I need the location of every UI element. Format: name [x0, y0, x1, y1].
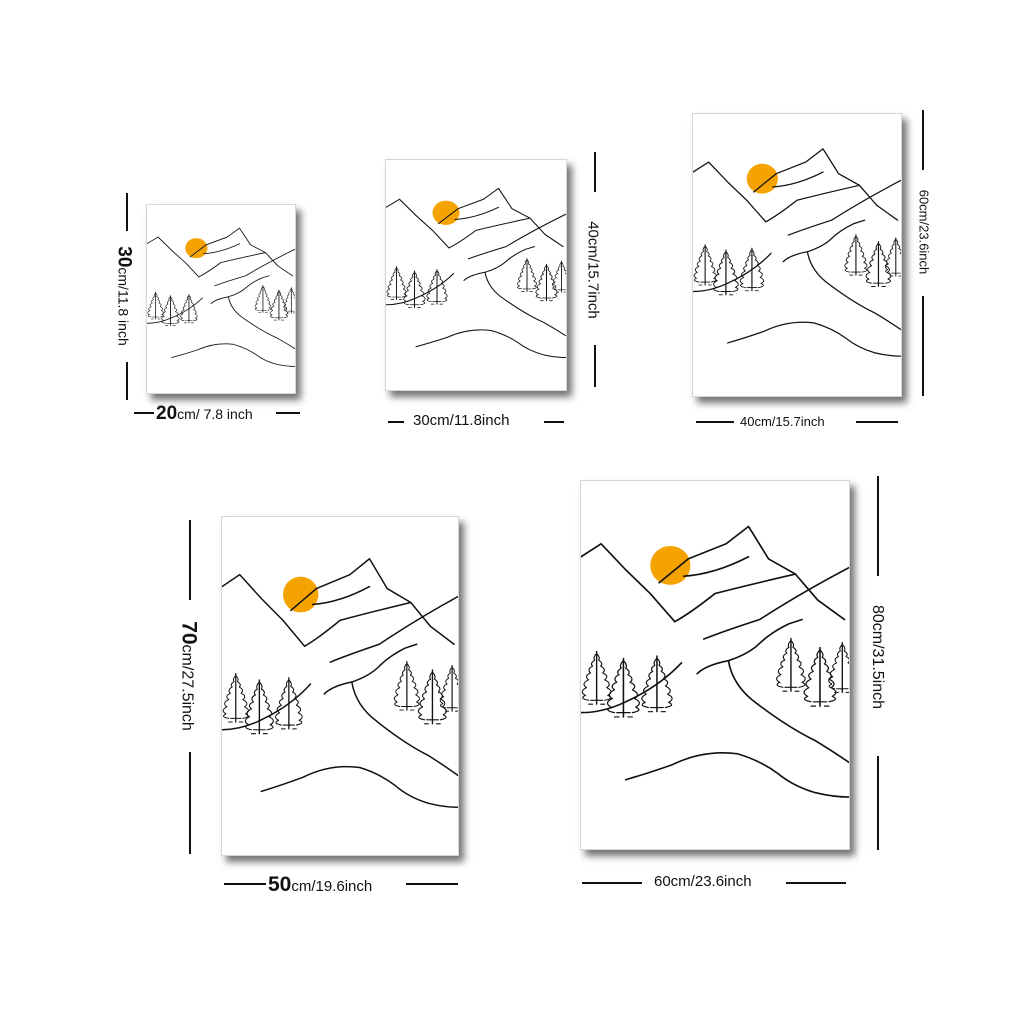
- height-line-top-20x30: [126, 193, 128, 231]
- poster-60x80: [580, 480, 850, 850]
- width-unit-20x30: cm/ 7.8 inch: [177, 406, 253, 422]
- height-line-top-30x40: [594, 152, 596, 192]
- width-label-60x80: 60cm/23.6inch: [654, 873, 752, 890]
- width-line-right-20x30: [276, 412, 300, 414]
- mountain-sun-artwork-icon: [222, 517, 458, 855]
- width-value-20x30: 20: [156, 403, 178, 424]
- height-label-30x40: 40cm/15.7inch: [584, 221, 602, 319]
- mountain-sun-artwork-icon: [581, 481, 849, 849]
- height-label-50x70: 70cm/27.5inch: [177, 621, 201, 731]
- mountain-sun-artwork-icon: [147, 205, 295, 393]
- width-unit-50x70: cm/19.6inch: [291, 878, 373, 895]
- height-line-top-40x60: [922, 110, 924, 170]
- height-line-bottom-60x80: [877, 756, 879, 850]
- width-value-50x70: 50: [268, 873, 292, 896]
- poster-20x30: [146, 204, 296, 394]
- height-value-20x30: 30: [113, 246, 135, 268]
- height-unit-50x70: cm/27.5inch: [178, 644, 196, 731]
- poster-50x70: [221, 516, 459, 856]
- height-line-top-50x70: [189, 520, 191, 600]
- poster-30x40: [385, 159, 567, 391]
- poster-40x60: [692, 113, 902, 397]
- height-line-bottom-40x60: [922, 296, 924, 396]
- width-line-left-40x60: [696, 421, 734, 423]
- width-label-50x70: 50cm/19.6inch: [268, 874, 372, 895]
- width-line-left-30x40: [388, 421, 404, 423]
- height-label-20x30: 30cm/11.8 inch: [113, 246, 135, 346]
- width-line-right-40x60: [856, 421, 898, 423]
- height-line-bottom-20x30: [126, 362, 128, 400]
- width-line-right-50x70: [406, 883, 458, 885]
- width-line-left-20x30: [134, 412, 154, 414]
- mountain-sun-artwork-icon: [386, 160, 566, 390]
- width-label-20x30: 20cm/ 7.8 inch: [156, 404, 253, 423]
- width-line-left-60x80: [582, 882, 642, 884]
- height-label-60x80: 80cm/31.5inch: [869, 604, 886, 710]
- width-line-left-50x70: [224, 883, 266, 885]
- width-label-30x40: 30cm/11.8inch: [413, 412, 510, 429]
- width-label-40x60: 40cm/15.7inch: [740, 414, 825, 429]
- height-label-40x60: 60cm/23.6inch: [916, 189, 932, 275]
- height-line-bottom-30x40: [594, 345, 596, 387]
- width-line-right-60x80: [786, 882, 846, 884]
- mountain-sun-artwork-icon: [693, 114, 901, 396]
- height-line-bottom-50x70: [189, 752, 191, 854]
- width-line-right-30x40: [544, 421, 564, 423]
- height-value-50x70: 70: [177, 621, 201, 645]
- height-unit-20x30: cm/11.8 inch: [115, 267, 132, 346]
- height-line-top-60x80: [877, 476, 879, 576]
